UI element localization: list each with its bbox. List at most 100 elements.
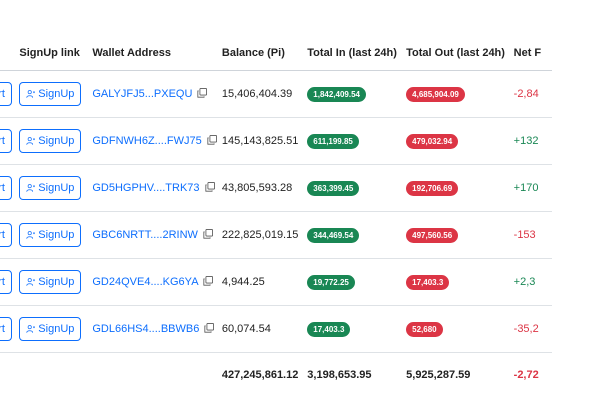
- wallet-address-link[interactable]: GALYJFJ5...PXEQU: [92, 88, 193, 100]
- wallet-address-link[interactable]: GD5HGPHV....TRK73: [92, 182, 200, 194]
- signup-button-label: SignUp: [38, 276, 75, 288]
- total-in-cell: 1,842,409.54: [302, 70, 400, 118]
- signup-button[interactable]: SignUp: [19, 223, 82, 247]
- total-net-value: -2,72: [513, 369, 539, 381]
- copy-icon[interactable]: [204, 323, 215, 333]
- prev-link-cell: art: [0, 258, 15, 306]
- signup-button[interactable]: SignUp: [19, 270, 82, 294]
- net-value: -153: [513, 229, 536, 241]
- prev-link-cell: art: [0, 305, 15, 353]
- net-value: -2,84: [513, 88, 539, 100]
- wallet-cell: GBC6NRTT....2RINW: [86, 211, 218, 259]
- total-in-sum: 3,198,653.95: [307, 369, 372, 381]
- start-button-label: art: [0, 182, 5, 194]
- total-in-badge: 363,399.45: [307, 180, 360, 196]
- totals-empty-cell: [86, 353, 218, 398]
- person-add-icon: [26, 231, 36, 239]
- total-in-cell: 19,772.25: [302, 258, 400, 306]
- signup-button[interactable]: SignUp: [19, 82, 82, 106]
- copy-icon[interactable]: [203, 276, 213, 286]
- total-in-badge: 17,403.3: [307, 321, 351, 337]
- total-out-cell: 497,560.56: [399, 211, 507, 259]
- balance-cell: 145,143,825.51: [217, 117, 303, 165]
- total-out-badge: 52,680: [406, 321, 443, 337]
- net-value: +132: [513, 135, 539, 147]
- table-row: art SignUp GD24QVE4....KG6YA 4,944.25 19…: [0, 258, 552, 306]
- net-value: -35,2: [513, 323, 539, 335]
- table-row: art SignUp GALYJFJ5...PXEQU 15,406,404.3…: [0, 70, 552, 118]
- start-button-label: art: [0, 276, 5, 288]
- table-row: art SignUp GD5HGPHV....TRK73 43,805,593.…: [0, 164, 552, 212]
- copy-icon[interactable]: [207, 135, 217, 145]
- total-in-cell: 17,403.3: [302, 305, 400, 353]
- start-button-label: art: [0, 229, 5, 241]
- total-out-sum: 5,925,287.59: [406, 369, 471, 381]
- copy-icon[interactable]: [205, 182, 215, 192]
- start-link-button[interactable]: art: [0, 82, 12, 106]
- total-in-badge: 611,199.85: [307, 133, 359, 149]
- wallet-address-link[interactable]: GD24QVE4....KG6YA: [92, 276, 198, 288]
- total-out-badge: 192,706.69: [406, 180, 459, 196]
- copy-icon[interactable]: [197, 88, 208, 98]
- start-link-button[interactable]: art: [0, 176, 12, 200]
- total-out-cell: 52,680: [399, 305, 507, 353]
- signup-cell: SignUp: [14, 305, 87, 353]
- header-wallet-address: Wallet Address: [86, 36, 218, 71]
- total-out-cell: 479,032.94: [399, 117, 507, 165]
- total-balance: 427,245,861.12: [221, 369, 299, 381]
- signup-button[interactable]: SignUp: [19, 176, 82, 200]
- person-add-icon: [26, 325, 36, 333]
- balance-cell: 60,074.54: [217, 305, 303, 353]
- total-in-badge: 19,772.25: [307, 274, 355, 290]
- start-link-button[interactable]: art: [0, 223, 12, 247]
- total-out-cell: 17,403.3: [399, 258, 507, 306]
- totals-empty-cell: [0, 353, 14, 398]
- signup-button[interactable]: SignUp: [19, 317, 82, 341]
- start-link-button[interactable]: art: [0, 270, 12, 294]
- balance-cell: 4,944.25: [217, 258, 303, 306]
- copy-icon[interactable]: [203, 229, 213, 239]
- start-button-label: art: [0, 88, 5, 100]
- header-total-in: Total In (last 24h): [302, 36, 400, 71]
- table-row: art SignUp GDFNWH6Z....FWJ75 145,143,825…: [0, 117, 552, 165]
- start-link-button[interactable]: art: [0, 317, 12, 341]
- wallet-address-link[interactable]: GDL66HS4....BBWB6: [92, 323, 200, 335]
- wallet-cell: GALYJFJ5...PXEQU: [86, 70, 218, 118]
- signup-cell: SignUp: [14, 258, 87, 306]
- net-value: +170: [513, 182, 539, 194]
- total-in-cell: 363,399.45: [302, 164, 400, 212]
- prev-link-cell: art: [0, 164, 15, 212]
- person-add-icon: [26, 184, 36, 192]
- prev-link-cell: art: [0, 117, 15, 165]
- balance-cell: 222,825,019.15: [217, 211, 303, 259]
- wallet-address-link[interactable]: GBC6NRTT....2RINW: [92, 229, 198, 241]
- wallet-address-link[interactable]: GDFNWH6Z....FWJ75: [92, 135, 202, 147]
- balance-cell: 43,805,593.28: [217, 164, 303, 212]
- signup-cell: SignUp: [14, 164, 87, 212]
- total-net: -2,72: [507, 353, 552, 398]
- net-cell: -153: [506, 211, 552, 259]
- table-row: art SignUp GDL66HS4....BBWB6 60,074.54 1…: [0, 305, 552, 353]
- header-signup-link: SignUp link: [14, 36, 87, 71]
- header-total-out: Total Out (last 24h): [399, 36, 507, 71]
- net-value: +2,3: [513, 276, 536, 288]
- prev-link-cell: art: [0, 211, 15, 259]
- signup-button-label: SignUp: [38, 182, 75, 194]
- total-out-badge: 497,560.56: [406, 227, 459, 243]
- start-link-button[interactable]: art: [0, 129, 12, 153]
- person-add-icon: [26, 90, 36, 98]
- signup-button-label: SignUp: [38, 135, 75, 147]
- balance-cell: 15,406,404.39: [217, 70, 303, 118]
- wallet-cell: GD5HGPHV....TRK73: [86, 164, 218, 212]
- signup-button-label: SignUp: [38, 88, 75, 100]
- start-button-label: art: [0, 323, 5, 335]
- signup-button-label: SignUp: [38, 323, 75, 335]
- signup-button[interactable]: SignUp: [19, 129, 82, 153]
- signup-cell: SignUp: [14, 211, 87, 259]
- wallet-cell: GDFNWH6Z....FWJ75: [86, 117, 218, 165]
- header-balance: Balance (Pi): [217, 36, 303, 71]
- totals-empty-cell: [14, 353, 86, 398]
- total-in-cell: 611,199.85: [302, 117, 400, 165]
- total-out-cell: 4,685,904.09: [399, 70, 507, 118]
- total-in-badge: 344,469.54: [307, 227, 360, 243]
